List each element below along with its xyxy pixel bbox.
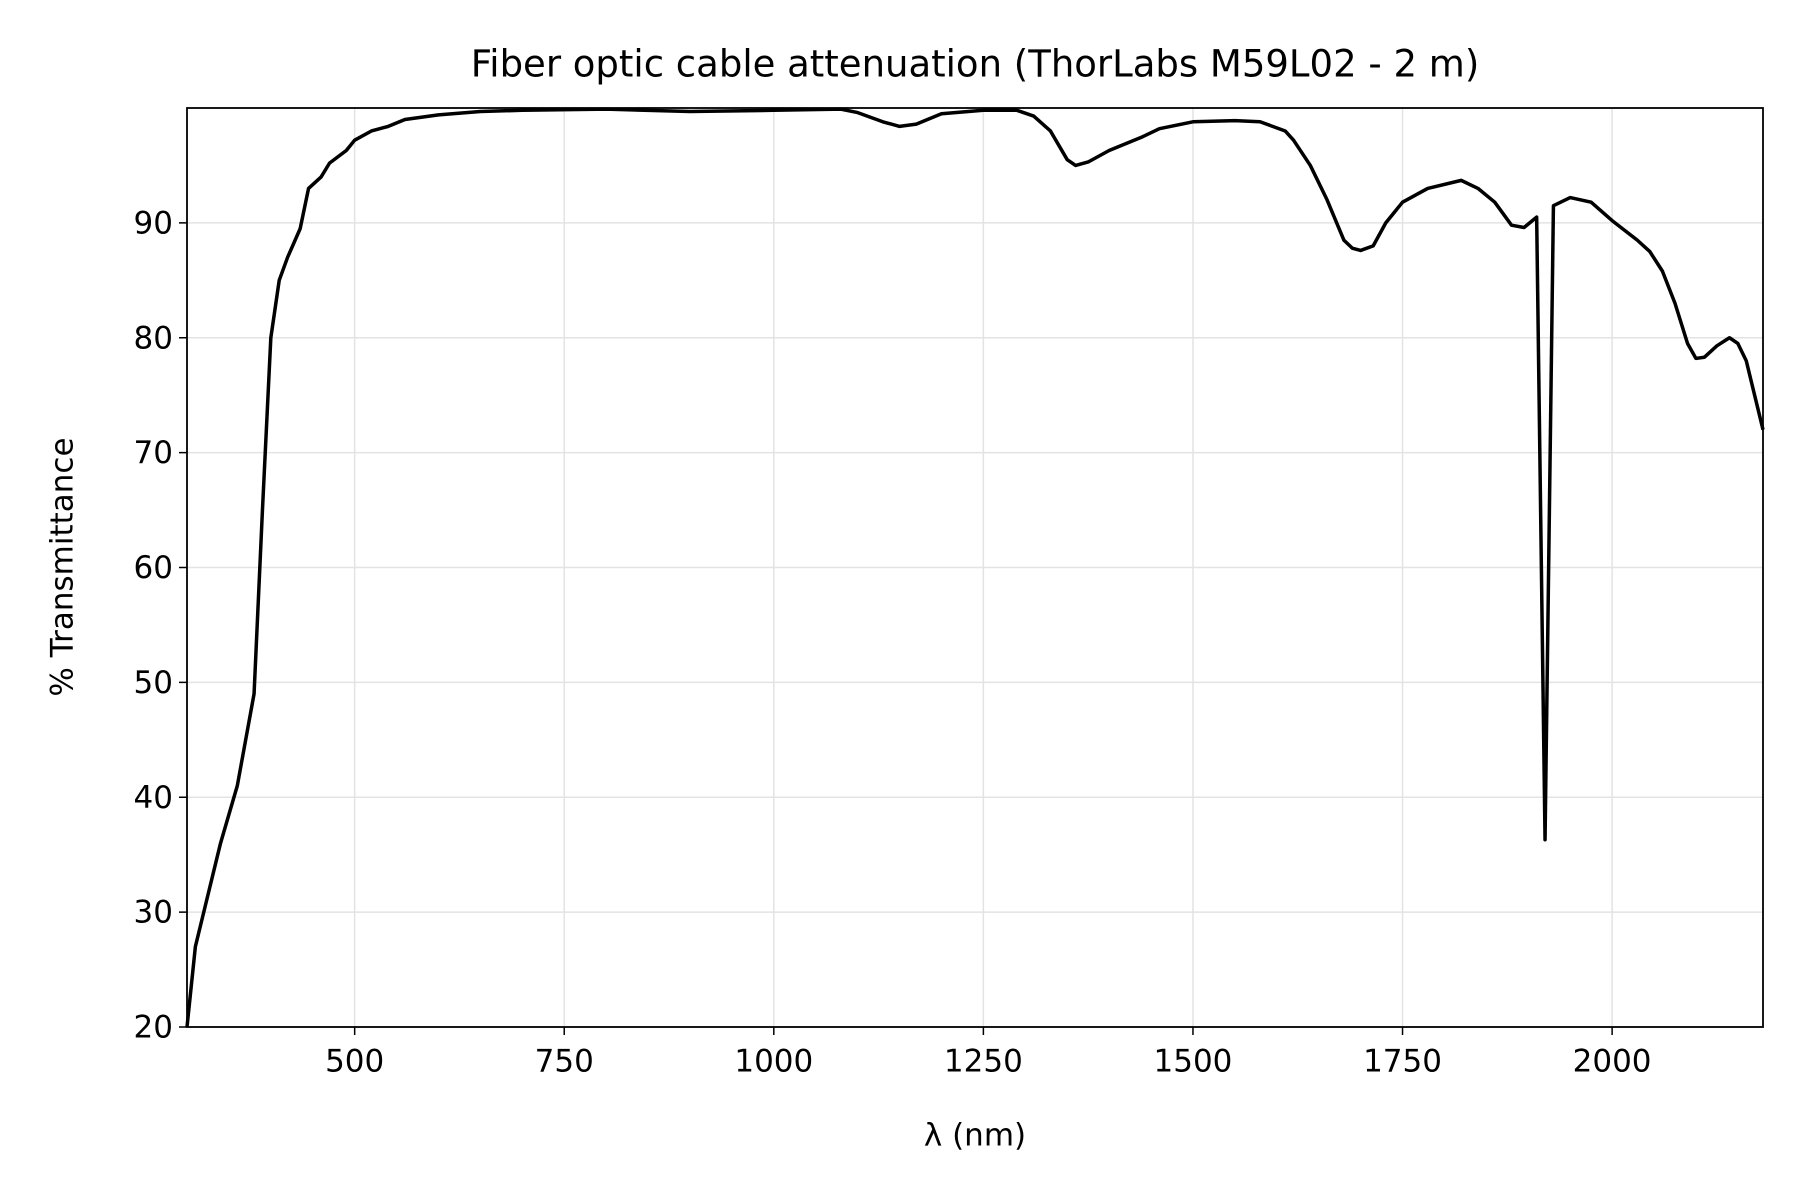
y-tick-label: 60 <box>134 550 173 586</box>
y-tick-label: 80 <box>134 320 173 356</box>
y-tick-label: 90 <box>134 205 173 241</box>
y-tick-label: 20 <box>134 1010 173 1046</box>
y-tick-label: 50 <box>134 665 173 701</box>
x-tick-label: 1250 <box>944 1044 1023 1080</box>
x-tick-label: 500 <box>325 1044 384 1080</box>
chart-title: Fiber optic cable attenuation (ThorLabs … <box>471 43 1480 86</box>
x-tick-label: 750 <box>535 1044 594 1080</box>
data-line <box>185 107 1765 1028</box>
y-tick-label: 40 <box>134 780 173 816</box>
y-tick-label: 70 <box>134 435 173 471</box>
x-tick-label: 2000 <box>1573 1044 1652 1080</box>
x-tick-label: 1000 <box>734 1044 813 1080</box>
x-tick-label: 1500 <box>1154 1044 1233 1080</box>
x-axis-label: λ (nm) <box>924 1118 1026 1154</box>
y-axis-label: % Transmittance <box>45 437 81 696</box>
y-tick-label: 30 <box>134 895 173 931</box>
x-tick-label: 1750 <box>1363 1044 1442 1080</box>
plot-frame <box>186 107 1764 1028</box>
